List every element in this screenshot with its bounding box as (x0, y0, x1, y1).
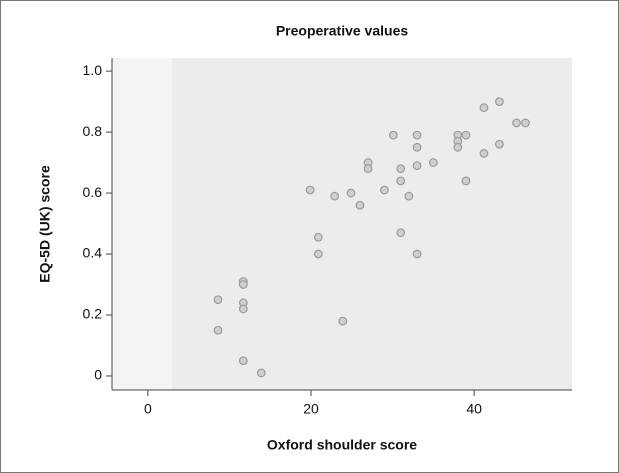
point (346, 188, 356, 198)
point (495, 139, 504, 149)
point (338, 316, 348, 326)
point (380, 185, 389, 195)
point (428, 158, 438, 167)
point (363, 164, 373, 174)
point (461, 130, 471, 140)
point (305, 185, 315, 195)
x-axis-label: Oxford shoulder score (267, 437, 417, 453)
y-tick-label: 0.2 (83, 306, 103, 322)
point (404, 191, 414, 201)
point (461, 176, 471, 186)
y-tick-label: 0.4 (83, 245, 103, 261)
x-tick-label: 20 (303, 401, 319, 417)
point (213, 325, 223, 335)
point (396, 228, 406, 238)
point (238, 356, 248, 366)
point (313, 249, 323, 259)
point (495, 97, 504, 106)
point (412, 249, 422, 259)
point (512, 118, 521, 128)
point (313, 232, 323, 242)
point (396, 176, 406, 186)
point (412, 142, 422, 152)
point (330, 191, 340, 201)
x-tick-label: 40 (466, 401, 482, 417)
point (238, 280, 248, 289)
point (213, 295, 223, 305)
point (388, 130, 398, 140)
point (453, 142, 463, 152)
point (412, 130, 422, 140)
x-tick-label: 0 (144, 401, 152, 417)
plot-strip (112, 58, 172, 390)
y-tick-label: 0.6 (83, 184, 103, 200)
plot-area (112, 58, 572, 390)
y-tick-label: 0.8 (83, 123, 103, 139)
y-tick-label: 1.0 (83, 62, 103, 78)
y-axis-label: EQ-5D (UK) score (37, 165, 53, 283)
point (396, 164, 406, 174)
point (521, 118, 530, 128)
chart-title: Preoperative values (276, 23, 409, 39)
point (412, 161, 422, 171)
y-tick-label: 0 (94, 367, 102, 383)
point (479, 103, 489, 113)
point (238, 304, 248, 314)
point (479, 149, 489, 158)
point (256, 368, 266, 378)
point (355, 200, 365, 210)
